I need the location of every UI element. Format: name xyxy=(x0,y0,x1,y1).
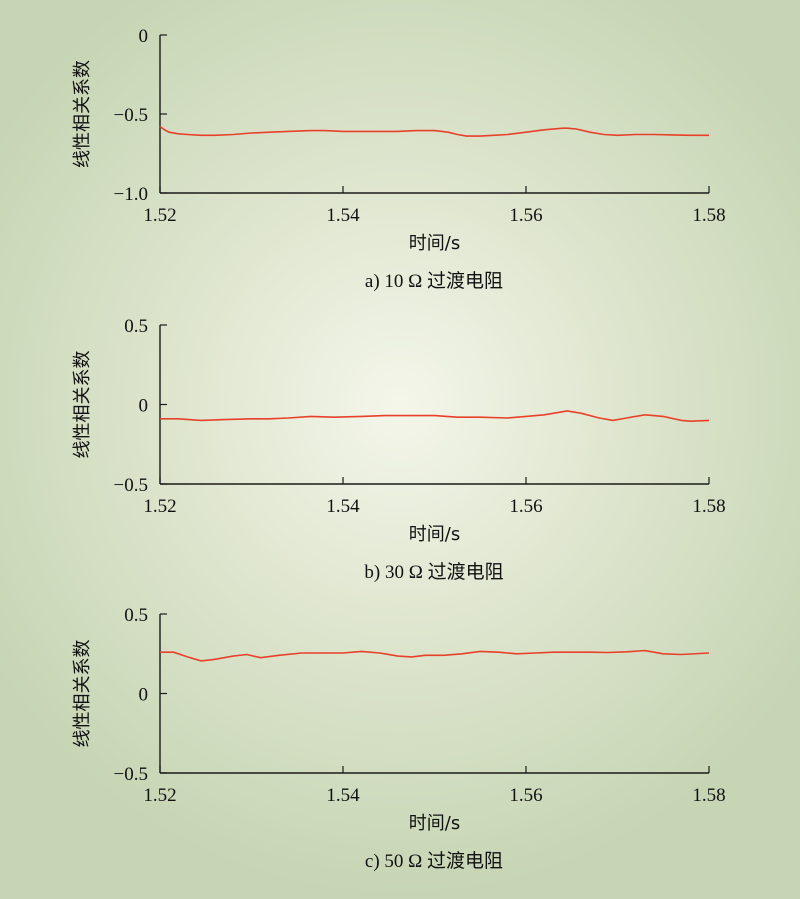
x-axis-title: 时间/s xyxy=(409,524,460,545)
y-axis-title: 线性相关系数 xyxy=(72,640,93,748)
x-tick-label: 1.52 xyxy=(143,785,176,806)
x-tick-label: 1.56 xyxy=(509,205,542,226)
y-tick-label: −0.5 xyxy=(114,475,148,496)
series-line xyxy=(160,410,710,423)
x-tick-label: 1.58 xyxy=(692,205,725,226)
series-line xyxy=(160,649,710,662)
x-tick-label: 1.54 xyxy=(326,785,360,806)
y-tick-label: −0.5 xyxy=(114,105,148,126)
x-tick-label: 1.54 xyxy=(326,205,360,226)
x-tick-label: 1.58 xyxy=(692,496,725,517)
x-tick-label: 1.52 xyxy=(143,496,176,517)
x-tick-label: 1.56 xyxy=(509,785,542,806)
series-line xyxy=(159,125,709,137)
x-tick-label: 1.52 xyxy=(143,205,176,226)
y-tick-label: 0 xyxy=(139,26,149,47)
x-axis-title: 时间/s xyxy=(409,813,460,834)
y-tick-label: 0 xyxy=(139,685,149,706)
panel-caption: a) 10 Ω 过渡电阻 xyxy=(365,270,503,292)
y-tick-label: 0.5 xyxy=(124,605,148,626)
y-axis-title: 线性相关系数 xyxy=(72,60,93,168)
y-axis-title: 线性相关系数 xyxy=(72,351,93,459)
panel-caption: b) 30 Ω 过渡电阻 xyxy=(364,561,503,583)
x-tick-label: 1.56 xyxy=(509,496,542,517)
panel-caption: c) 50 Ω 过渡电阻 xyxy=(365,850,503,872)
y-tick-label: 0 xyxy=(139,396,149,417)
chart-panel-3: 0.5 0 −0.51.52 1.54 1.56 1.58 时间/s 线性相关系数 c) 50 … xyxy=(72,605,726,872)
y-tick-label: −0.5 xyxy=(114,764,148,785)
x-tick-label: 1.58 xyxy=(692,785,725,806)
x-tick-label: 1.54 xyxy=(326,496,360,517)
y-tick-label: −1.0 xyxy=(114,184,148,205)
chart-panel-1: 0 −0.5 −1.01.52 1.54 1.56 1.58 时间/s 线性相关系数 a) 10… xyxy=(72,26,726,292)
chart-panel-2: 0.5 0 −0.51.52 1.54 1.56 1.58 时间/s 线性相关系数 b) 30 … xyxy=(72,316,726,583)
y-tick-label: 0.5 xyxy=(124,316,148,337)
x-axis-title: 时间/s xyxy=(409,233,460,254)
